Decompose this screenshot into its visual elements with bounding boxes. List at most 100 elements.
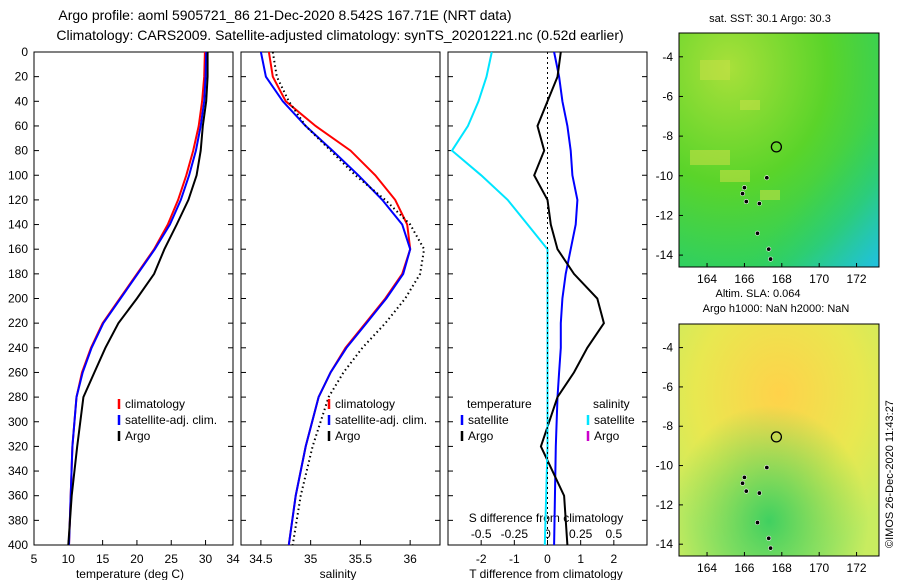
- s-tick-label: 0.5: [605, 527, 622, 541]
- depth-tick-label: 180: [8, 267, 28, 281]
- depth-map: [678, 323, 880, 557]
- depth-tick-label: 360: [8, 489, 28, 503]
- legend-label: satellite: [468, 413, 509, 427]
- map-y-tick-label: -6: [662, 89, 673, 103]
- watermark: ©IMOS 26-Dec-2020 11:43:27: [884, 400, 896, 548]
- depth-tick-label: 400: [8, 538, 28, 552]
- x-tick-label: 35: [304, 552, 318, 566]
- map-y-tick-label: -6: [662, 380, 673, 394]
- map-y-tick-label: -12: [656, 498, 674, 512]
- map-y-tick-label: -8: [662, 419, 673, 433]
- map-y-tick-label: -10: [656, 169, 674, 183]
- map-x-tick-label: 166: [734, 561, 754, 575]
- map-y-tick-label: -8: [662, 129, 673, 143]
- depth-tick-label: 240: [8, 341, 28, 355]
- track-point: [768, 545, 774, 551]
- x-tick-label: 25: [165, 552, 179, 566]
- x-tick-label: 15: [96, 552, 110, 566]
- track-point: [766, 535, 772, 541]
- depth-tick-label: 300: [8, 415, 28, 429]
- map-y-tick-label: -12: [656, 208, 674, 222]
- depth-map-title: Argo h1000: NaN h2000: NaN: [703, 303, 850, 315]
- depth-tick-label: 140: [8, 218, 28, 232]
- legend-label: climatology: [125, 397, 185, 411]
- x-tick-label: 5: [31, 552, 38, 566]
- depth-tick-label: 280: [8, 390, 28, 404]
- map-x-tick-label: 164: [697, 561, 717, 575]
- x-tick-label: 30: [199, 552, 213, 566]
- map-x-tick-label: 170: [809, 272, 829, 286]
- track-point: [756, 490, 762, 496]
- legend-title-temperature: temperature: [467, 397, 532, 411]
- legend-label: climatology: [335, 397, 395, 411]
- track-point: [740, 191, 746, 197]
- x-tick-label: 34: [226, 552, 240, 566]
- depth-tick-label: 340: [8, 464, 28, 478]
- x-tick-label: -1: [509, 552, 520, 566]
- x-tick-label: 36: [403, 552, 417, 566]
- salinity-xlabel: salinity: [320, 567, 357, 580]
- map-y-tick-label: -10: [656, 459, 674, 473]
- track-point: [764, 465, 770, 471]
- title-line-1: Argo profile: aoml 5905721_86 21-Dec-202…: [58, 7, 511, 23]
- legend-title-salinity: salinity: [593, 397, 630, 411]
- depth-tick-label: 200: [8, 292, 28, 306]
- s-tick-label: -0.25: [501, 527, 529, 541]
- depth-tick-label: 100: [8, 168, 28, 182]
- track-point: [741, 474, 747, 480]
- s-tick-label: 0.25: [569, 527, 593, 541]
- x-tick-label: 34.5: [249, 552, 273, 566]
- float-position-marker: [770, 141, 783, 153]
- x-tick-label: 10: [62, 552, 76, 566]
- x-tick-label: 0: [544, 552, 551, 566]
- legend-label: satellite-adj. clim.: [335, 413, 427, 427]
- legend-label: Argo: [468, 429, 494, 443]
- series-line-satellite-adj-clim-: [68, 51, 208, 546]
- depth-tick-label: 20: [15, 70, 29, 84]
- legend-label: Argo: [335, 429, 361, 443]
- track-point: [755, 520, 761, 526]
- depth-tick-label: 220: [8, 316, 28, 330]
- depth-tick-label: 260: [8, 365, 28, 379]
- salinity-panel: [240, 51, 441, 546]
- series-line-s-satellite: [450, 51, 549, 546]
- x-tick-label: 20: [130, 552, 144, 566]
- depth-tick-label: 120: [8, 193, 28, 207]
- map-x-tick-label: 168: [772, 272, 792, 286]
- legend-label: Argo: [594, 429, 620, 443]
- x-tick-label: 35.5: [349, 552, 373, 566]
- map-x-tick-label: 172: [847, 561, 867, 575]
- depth-tick-label: 80: [15, 144, 29, 158]
- sst-map-title: sat. SST: 30.1 Argo: 30.3: [709, 13, 831, 25]
- depth-tick-label: 40: [15, 94, 29, 108]
- legend-label: Argo: [125, 429, 151, 443]
- sla-caption: Altim. SLA: 0.064: [716, 288, 801, 300]
- map-y-tick-label: -4: [662, 50, 673, 64]
- map-y-tick-label: -14: [656, 248, 674, 262]
- series-line-t-satellite: [553, 51, 579, 546]
- s-tick-label: -0.5: [471, 527, 492, 541]
- x-tick-label: 1: [577, 552, 584, 566]
- track-point: [743, 488, 749, 494]
- map-x-tick-label: 164: [697, 272, 717, 286]
- map-y-tick-label: -4: [662, 341, 673, 355]
- series-line-argo: [67, 52, 209, 546]
- track-point: [755, 230, 761, 236]
- series-line-t-argo: [533, 51, 605, 546]
- float-position-marker: [770, 431, 783, 443]
- map-x-tick-label: 166: [734, 272, 754, 286]
- track-point: [766, 246, 772, 252]
- title-line-2: Climatology: CARS2009. Satellite-adjuste…: [56, 27, 623, 43]
- track-point: [764, 175, 770, 181]
- legend-label: satellite-adj. clim.: [125, 413, 217, 427]
- series-line-argo: [271, 51, 426, 546]
- x-tick-label: -2: [476, 552, 487, 566]
- depth-tick-label: 380: [8, 513, 28, 527]
- depth-tick-label: 320: [8, 439, 28, 453]
- temperature-xlabel: temperature (deg C): [76, 567, 184, 580]
- track-point: [740, 480, 746, 486]
- track-point: [741, 185, 747, 191]
- map-y-tick-label: -14: [656, 537, 674, 551]
- depth-tick-label: 60: [15, 119, 29, 133]
